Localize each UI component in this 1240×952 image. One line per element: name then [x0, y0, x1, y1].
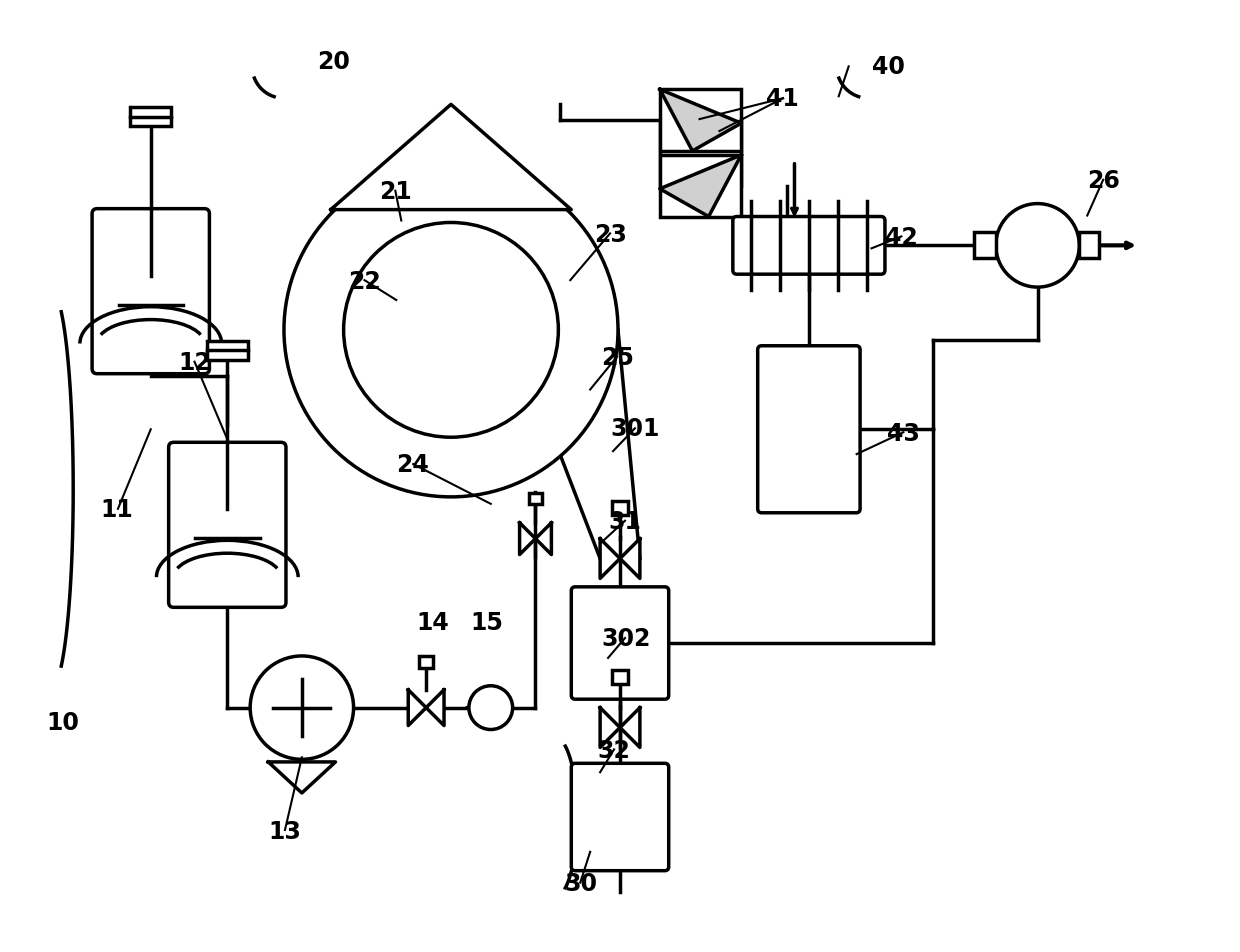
Text: 10: 10 [46, 710, 79, 734]
Text: 21: 21 [379, 180, 412, 204]
Circle shape [343, 224, 558, 438]
Text: 24: 24 [397, 452, 429, 477]
Bar [1079, 233, 1099, 259]
Text: 12: 12 [179, 350, 211, 374]
Polygon shape [520, 524, 536, 555]
Polygon shape [536, 524, 552, 555]
Text: 41: 41 [766, 88, 799, 111]
Polygon shape [600, 539, 620, 579]
Bar [660, 90, 742, 151]
Bar [973, 233, 996, 259]
Circle shape [469, 686, 512, 730]
Circle shape [996, 205, 1079, 288]
Text: 13: 13 [268, 819, 301, 843]
FancyBboxPatch shape [169, 443, 286, 607]
Bar [419, 656, 433, 668]
Text: 42: 42 [884, 226, 918, 249]
Bar [660, 156, 742, 217]
Polygon shape [600, 708, 620, 747]
Polygon shape [660, 90, 742, 151]
Bar [207, 341, 248, 361]
Bar [130, 108, 171, 128]
Text: 302: 302 [601, 626, 651, 651]
FancyBboxPatch shape [92, 209, 210, 374]
FancyBboxPatch shape [572, 764, 668, 871]
Text: 25: 25 [601, 346, 634, 369]
Polygon shape [660, 156, 742, 217]
Text: 30: 30 [564, 871, 596, 895]
Text: 22: 22 [348, 270, 381, 294]
Circle shape [284, 164, 618, 497]
Bar [613, 670, 627, 684]
Text: 32: 32 [598, 739, 630, 763]
FancyBboxPatch shape [572, 587, 668, 700]
Text: 15: 15 [470, 611, 503, 635]
Text: 43: 43 [887, 422, 920, 446]
Text: 20: 20 [317, 50, 351, 73]
Text: 301: 301 [610, 417, 660, 441]
Text: 11: 11 [100, 497, 134, 521]
Polygon shape [331, 106, 572, 210]
Polygon shape [427, 690, 444, 725]
Bar [529, 493, 542, 505]
Text: 14: 14 [417, 611, 449, 635]
Text: 40: 40 [872, 55, 905, 79]
Polygon shape [620, 539, 640, 579]
Text: 23: 23 [594, 223, 626, 247]
Circle shape [250, 656, 353, 760]
Polygon shape [408, 690, 427, 725]
Text: 26: 26 [1086, 169, 1120, 192]
Bar [613, 502, 627, 515]
Text: 31: 31 [609, 509, 641, 533]
FancyBboxPatch shape [733, 217, 885, 275]
Polygon shape [620, 708, 640, 747]
FancyBboxPatch shape [758, 347, 861, 513]
